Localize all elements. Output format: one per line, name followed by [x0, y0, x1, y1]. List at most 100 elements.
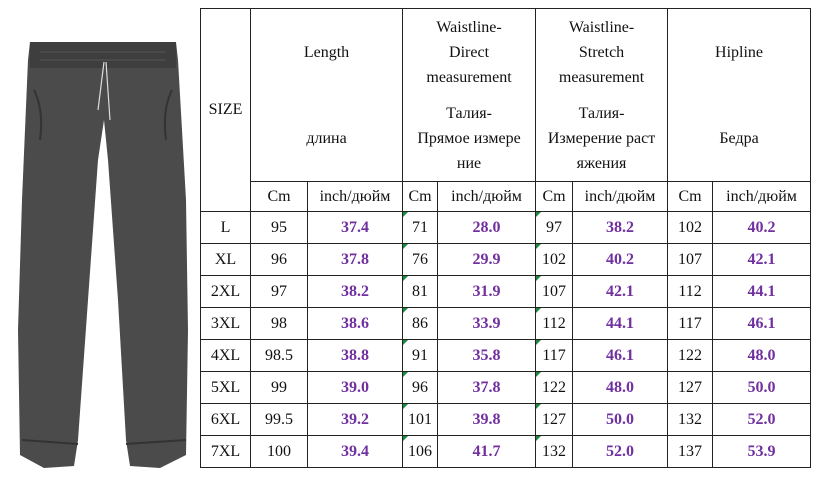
waistband-stitch: [40, 51, 166, 61]
header-line: ние: [456, 154, 482, 172]
size-cell: 4XL: [200, 339, 251, 372]
size-header: SIZE: [200, 8, 251, 212]
header-line: measurement: [426, 68, 512, 86]
inch-cell: 53.9: [712, 435, 812, 468]
inch-cell: 38.2: [306, 275, 404, 308]
data-row: L 95 37.4 71 28.0 97 38.2 102 40.2: [200, 211, 812, 244]
subheader-row: Cm inch/дюйм Cm inch/дюйм Cm inch/дюйм Cm inch/…: [201, 181, 812, 212]
inch-cell: 41.7: [437, 435, 537, 468]
subheader: Cm: [402, 181, 439, 212]
inch-cell: 39.2: [306, 403, 404, 436]
header-line: Измерение раст: [547, 129, 656, 147]
group-header: Length длина: [249, 8, 404, 182]
pants-body: [18, 42, 188, 468]
header-line: Талия-: [446, 104, 492, 122]
cm-cell: 102: [535, 243, 574, 276]
inch-cell: 37.8: [437, 371, 537, 404]
inch-cell: 29.9: [437, 243, 537, 276]
cm-cell: 98: [250, 307, 308, 340]
cm-cell: 101: [402, 403, 439, 436]
inch-cell: 38.8: [306, 339, 404, 372]
subheader: inch/дюйм: [572, 181, 669, 212]
cuffs: [21, 439, 187, 445]
inch-cell: 50.0: [572, 403, 669, 436]
inch-cell: 42.1: [712, 243, 812, 276]
inch-cell: 39.0: [306, 371, 404, 404]
cm-cell: 96: [250, 243, 308, 276]
data-row: 7XL 100 39.4 106 41.7 132 52.0 137 53.9: [200, 435, 812, 468]
cm-cell: 81: [402, 275, 439, 308]
header-line: Талия-: [578, 104, 625, 122]
header-line: Waistline-: [568, 18, 635, 36]
inch-cell: 33.9: [437, 307, 537, 340]
inch-cell: 52.0: [712, 403, 812, 436]
size-cell: 7XL: [200, 435, 251, 468]
header-en: Length: [252, 10, 402, 96]
cm-cell: 97: [250, 275, 308, 308]
waistband: [30, 42, 176, 68]
pockets: [33, 89, 173, 141]
cm-cell: 117: [667, 307, 714, 340]
inch-cell: 46.1: [712, 307, 812, 340]
cm-cell: 100: [250, 435, 308, 468]
cm-cell: 71: [402, 211, 439, 244]
header-ru: Бедра: [669, 95, 810, 181]
size-cell: 5XL: [200, 371, 251, 404]
header-row: SIZE Length длина Waistline- Direct measureme…: [200, 8, 812, 212]
header-line: Stretch: [578, 43, 625, 61]
group-header: Waistline- Stretch measurement Талия- Измере…: [535, 8, 669, 182]
subheader: Cm: [535, 181, 574, 212]
inch-cell: 50.0: [712, 371, 812, 404]
header-ru: Талия- Прямое измере ние: [404, 95, 535, 181]
header-ru: Талия- Измерение раст яжения: [537, 95, 667, 181]
data-row: XL 96 37.8 76 29.9 102 40.2 107 42.1: [200, 243, 812, 276]
cm-cell: 76: [402, 243, 439, 276]
group-header: Waistline- Direct measurement Талия- Прямое …: [402, 8, 537, 182]
cm-cell: 102: [667, 211, 714, 244]
cm-cell: 99.5: [250, 403, 308, 436]
size-table: SIZE Length длина Waistline- Direct measureme…: [200, 8, 812, 468]
inch-cell: 38.2: [572, 211, 669, 244]
header-en: Waistline- Direct measurement: [404, 10, 535, 96]
header-line: длина: [306, 129, 347, 147]
header-en: Waistline- Stretch measurement: [537, 10, 667, 96]
inch-cell: 44.1: [572, 307, 669, 340]
cm-cell: 86: [402, 307, 439, 340]
header-line: Прямое измере: [417, 129, 521, 147]
group-header: Hipline Бедра: [667, 8, 812, 182]
header-line: яжения: [576, 154, 627, 172]
size-cell: 3XL: [200, 307, 251, 340]
inch-cell: 39.8: [437, 403, 537, 436]
cm-cell: 95: [250, 211, 308, 244]
subheader: Cm: [250, 181, 308, 212]
cm-cell: 127: [667, 371, 714, 404]
inch-cell: 42.1: [572, 275, 669, 308]
inch-cell: 44.1: [712, 275, 812, 308]
data-row: 5XL 99 39.0 96 37.8 122 48.0 127 50.0: [200, 371, 812, 404]
header-line: measurement: [558, 68, 645, 86]
size-cell: L: [200, 211, 251, 244]
inch-cell: 48.0: [572, 371, 669, 404]
cm-cell: 137: [667, 435, 714, 468]
drawstring: [97, 61, 111, 121]
table-body: SIZE Length длина Waistline- Direct measureme…: [200, 8, 812, 468]
inch-cell: 35.8: [437, 339, 537, 372]
header-line: Waistline-: [436, 18, 502, 36]
size-cell: 2XL: [200, 275, 251, 308]
inch-cell: 40.2: [572, 243, 669, 276]
cm-cell: 132: [535, 435, 574, 468]
pants-image: [18, 42, 188, 468]
inch-cell: 37.4: [306, 211, 404, 244]
inch-cell: 40.2: [712, 211, 812, 244]
cm-cell: 97: [535, 211, 574, 244]
size-cell: 6XL: [200, 403, 251, 436]
cm-cell: 106: [402, 435, 439, 468]
data-row: 2XL 97 38.2 81 31.9 107 42.1 112 44.1: [200, 275, 812, 308]
cm-cell: 99: [250, 371, 308, 404]
data-row: 3XL 98 38.6 86 33.9 112 44.1 117 46.1: [200, 307, 812, 340]
header-en: Hipline: [669, 10, 810, 96]
cm-cell: 98.5: [250, 339, 308, 372]
cm-cell: 112: [535, 307, 574, 340]
subheader: inch/дюйм: [712, 181, 812, 212]
